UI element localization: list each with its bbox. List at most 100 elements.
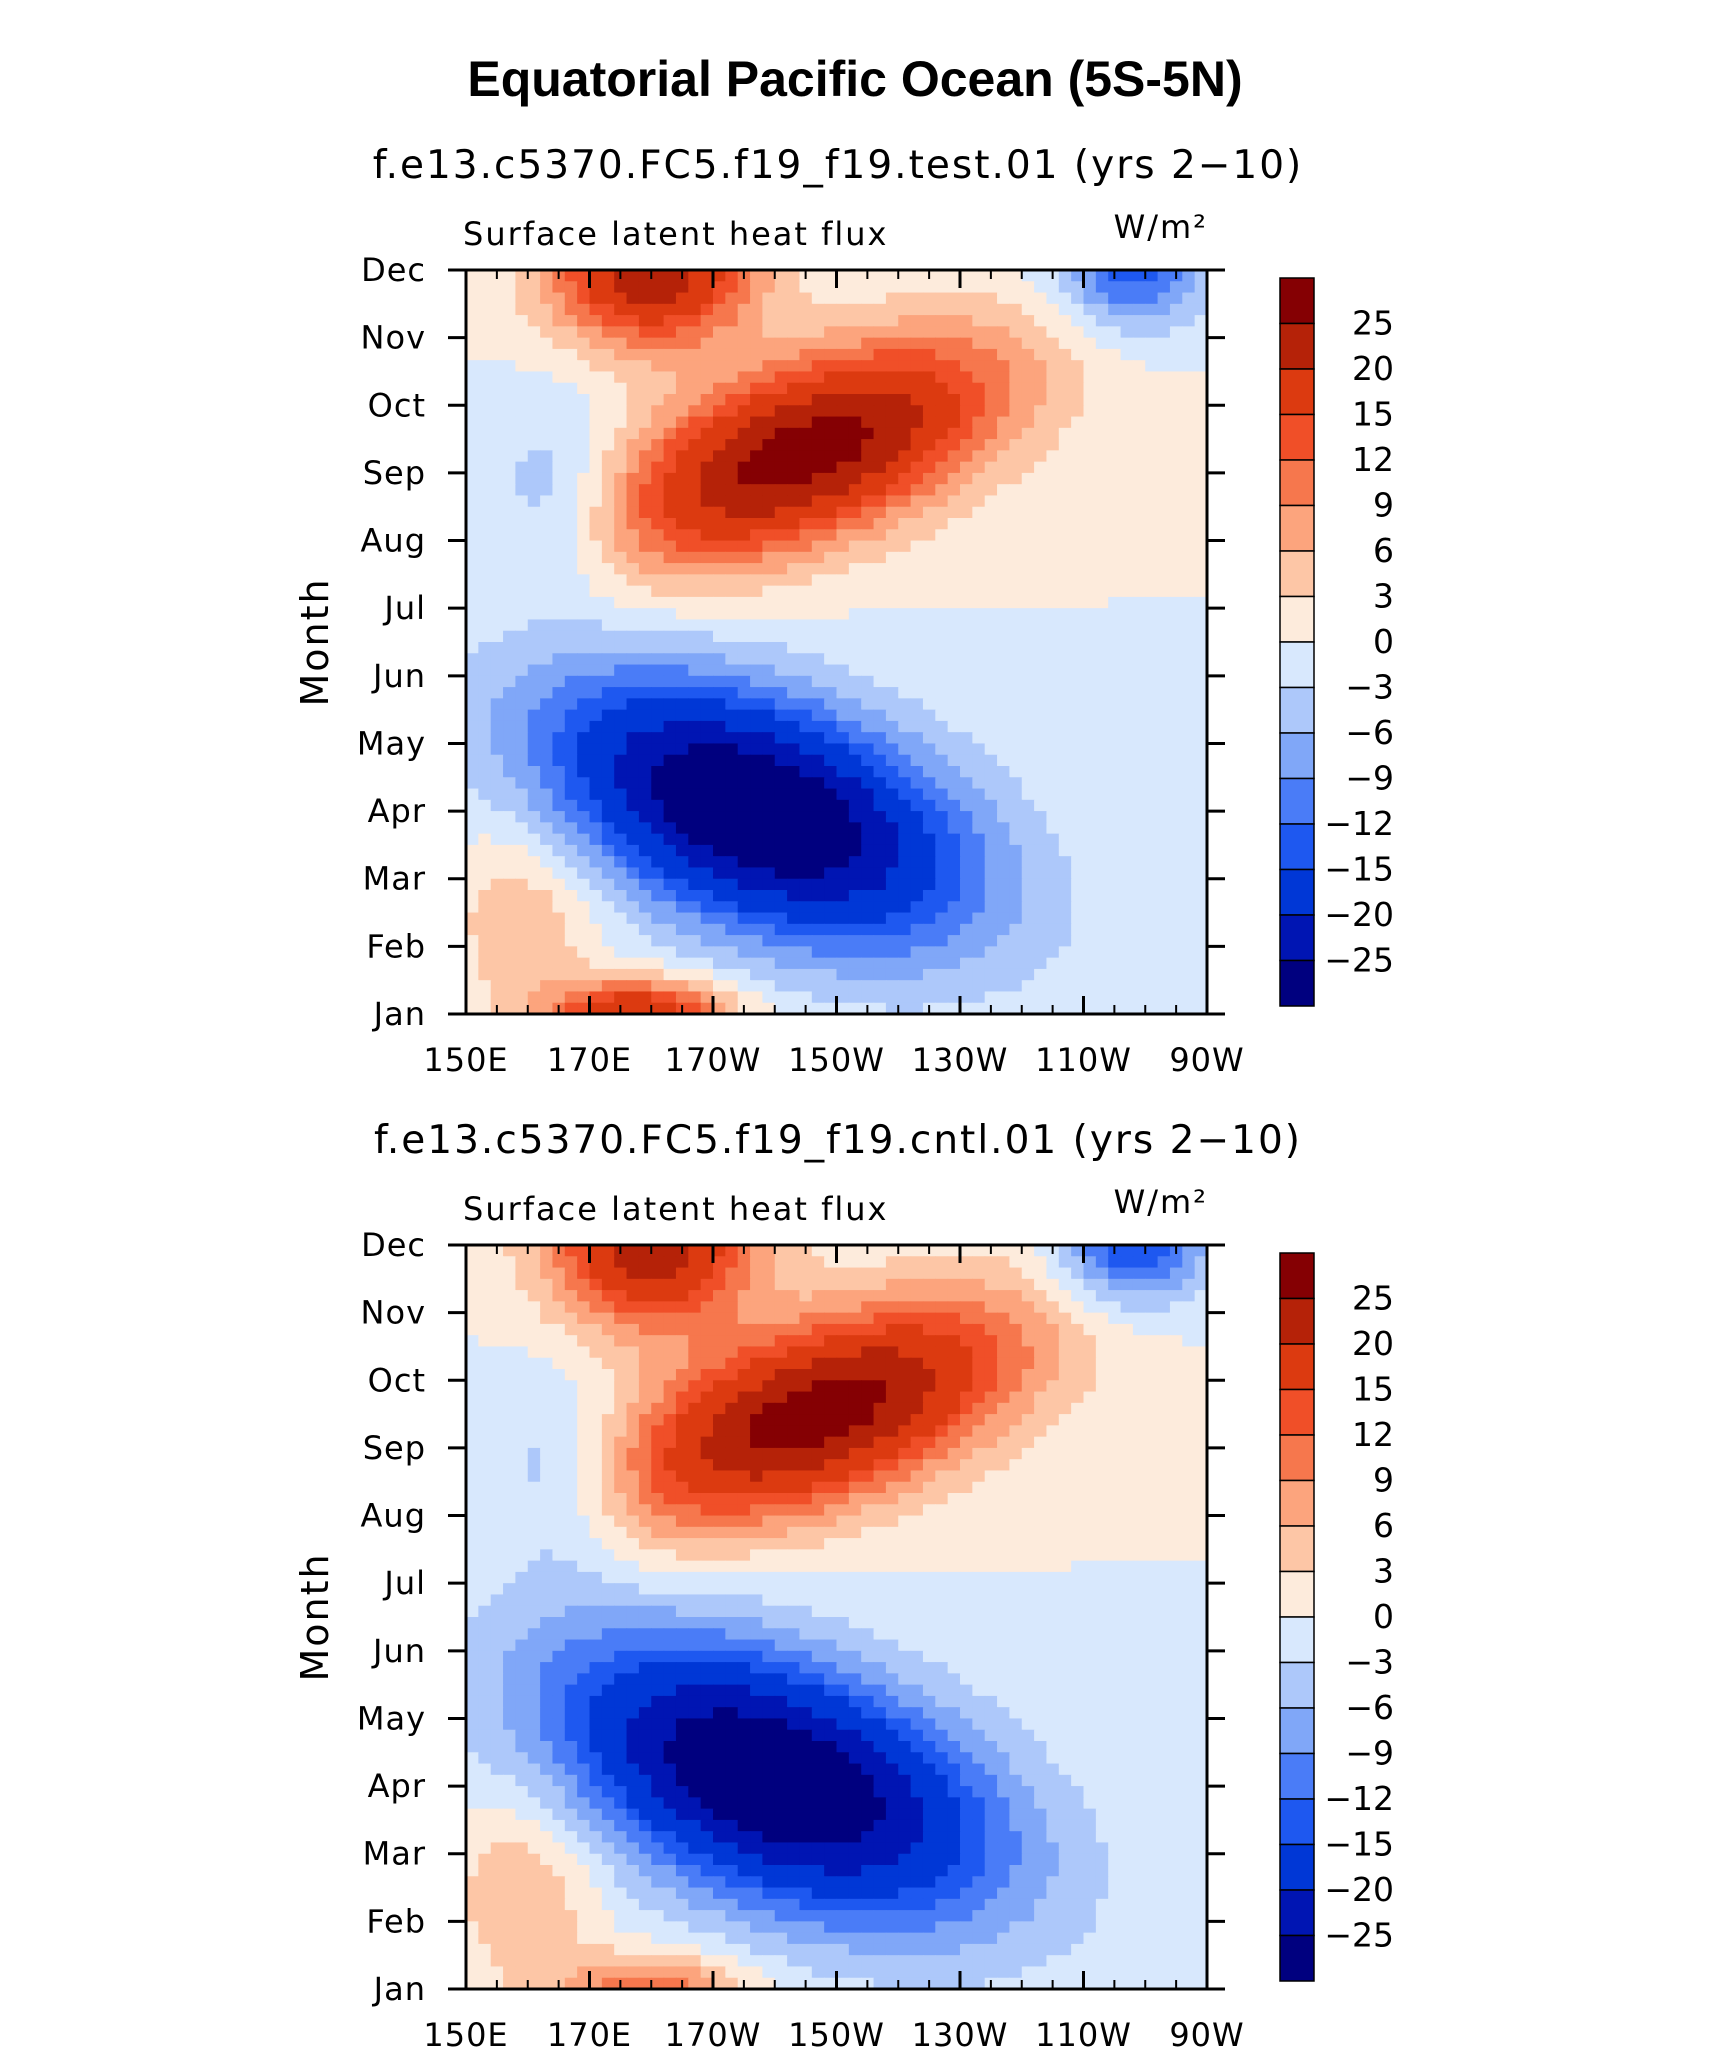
heat-cell (1046, 687, 1060, 699)
colorbar-box (1279, 504, 1315, 552)
heat-cell (700, 957, 714, 970)
heat-cell (490, 630, 504, 643)
heat-cell (1157, 427, 1171, 440)
heat-cell (737, 360, 751, 373)
heat-cell (503, 382, 516, 395)
heat-cell (787, 281, 801, 294)
heat-cell (787, 811, 801, 823)
heat-cell (787, 326, 801, 339)
heat-cell (564, 472, 578, 485)
heat-cell (922, 901, 936, 914)
heat-cell (540, 1290, 554, 1302)
heat-cell (984, 912, 998, 925)
heat-cell (824, 630, 838, 643)
heat-cell (799, 405, 813, 418)
heat-cell (577, 777, 591, 790)
heat-cell (762, 619, 776, 632)
heat-cell (811, 608, 825, 621)
heat-cell (589, 754, 603, 767)
heat-cell (713, 551, 726, 564)
heat-cell (873, 1369, 887, 1381)
heat-cell (774, 1391, 788, 1404)
heat-cell (984, 980, 998, 993)
heat-cell (1071, 427, 1085, 440)
heat-cell (898, 856, 912, 869)
heat-cell (750, 957, 763, 970)
heat-cell (503, 326, 516, 339)
heat-cell (1169, 675, 1183, 688)
heat-cell (466, 777, 479, 790)
heat-cell (787, 450, 801, 463)
heat-cell (614, 754, 628, 767)
heat-cell (922, 630, 936, 643)
heat-cell (1083, 518, 1097, 530)
heat-cell (1194, 799, 1208, 812)
heat-cell (898, 1290, 912, 1302)
heat-cell (466, 1402, 479, 1415)
heat-cell (1046, 698, 1060, 711)
heat-cell (984, 687, 998, 699)
heat-cell (848, 1278, 862, 1291)
heat-cell (960, 630, 973, 643)
heat-cell (675, 1312, 689, 1325)
heat-cell (824, 1256, 838, 1269)
heat-cell (713, 1301, 726, 1314)
heat-cell (1083, 799, 1097, 812)
heat-cell (737, 709, 751, 722)
heat-cell (1071, 585, 1085, 598)
heat-cell (1194, 315, 1208, 327)
heat-cell (1009, 799, 1023, 812)
heat-cell (1157, 1312, 1171, 1325)
heat-cell (935, 867, 949, 880)
heat-cell (651, 529, 665, 542)
heat-cell (1120, 450, 1134, 463)
heat-cell (540, 901, 554, 914)
heat-cell (910, 1256, 924, 1269)
heat-cell (972, 608, 986, 621)
heat-cell (1182, 878, 1196, 891)
heat-cell (1046, 1312, 1060, 1325)
heat-cell (1046, 709, 1060, 722)
heat-cell (1034, 664, 1048, 677)
heat-cell (737, 450, 751, 463)
heat-cell (1071, 856, 1085, 869)
heat-cell (1182, 574, 1196, 587)
heat-cell (490, 1369, 504, 1381)
heat-cell (503, 303, 516, 316)
heat-cell (564, 394, 578, 406)
heat-cell (947, 1312, 961, 1325)
heat-cell (725, 1002, 739, 1015)
heat-cell (960, 833, 973, 846)
heat-cell (503, 416, 516, 429)
heat-cell (1169, 1278, 1183, 1291)
heat-cell (799, 1301, 813, 1314)
heat-cell (762, 405, 776, 418)
heat-cell (960, 968, 973, 981)
heat-cell (762, 980, 776, 993)
heat-cell (873, 653, 887, 666)
heat-cell (898, 1002, 912, 1015)
heat-cell (799, 551, 813, 564)
heat-cell (1157, 709, 1171, 722)
heat-cell (515, 1301, 529, 1314)
heat-cell (1145, 720, 1159, 733)
heat-cell (1182, 1267, 1196, 1280)
heat-cell (848, 743, 862, 756)
heat-cell (1108, 1290, 1122, 1302)
heat-cell (774, 394, 788, 406)
heat-cell (910, 1323, 924, 1336)
heat-cell (1071, 1346, 1085, 1359)
heat-cell (675, 1267, 689, 1280)
heat-cell (1034, 980, 1048, 993)
heat-cell (799, 957, 813, 970)
heat-cell (1157, 630, 1171, 643)
heat-cell (540, 743, 554, 756)
heat-cell (601, 968, 615, 981)
heat-cell (848, 461, 862, 474)
heat-cell (503, 743, 516, 756)
heat-cell (1169, 935, 1183, 947)
heat-cell (984, 439, 998, 451)
heat-cell (1034, 315, 1048, 327)
heat-cell (601, 551, 615, 564)
heat-cell (1058, 935, 1072, 947)
